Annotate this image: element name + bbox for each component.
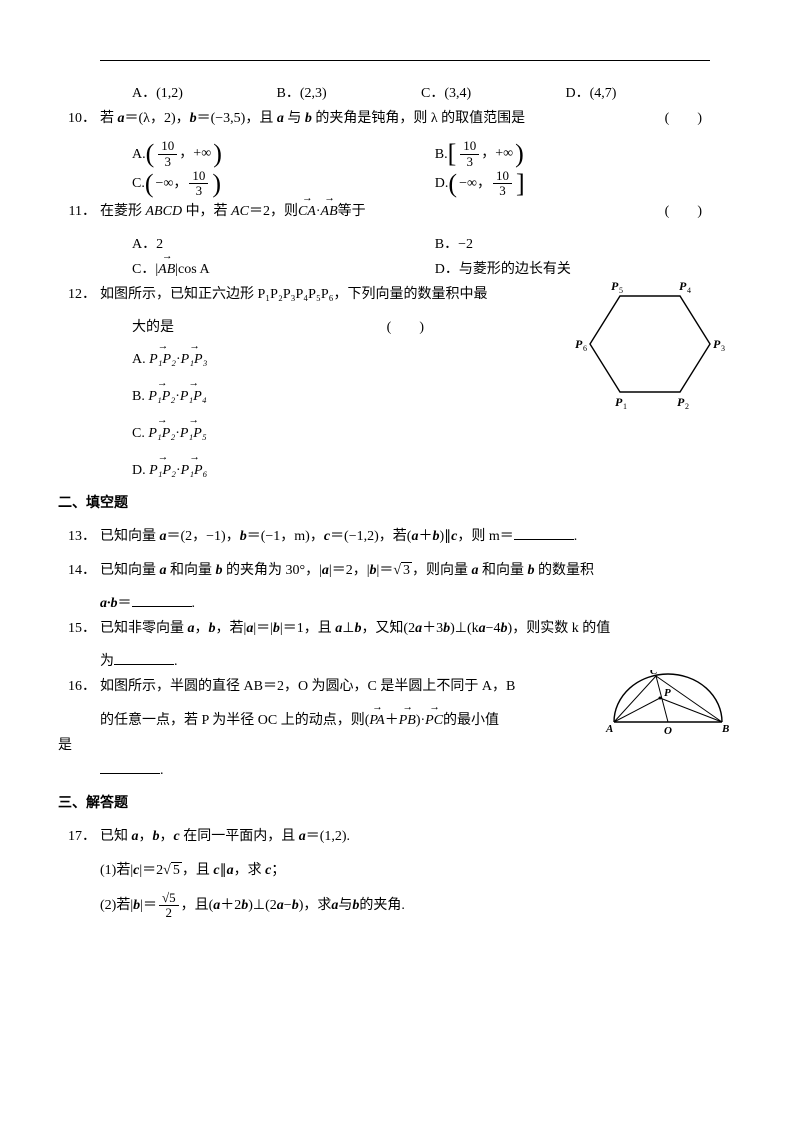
q12-stem-l2: 大的是 (132, 320, 174, 335)
q14-blank (132, 593, 192, 607)
q15-stem: 已知非零向量 a，b，若|a|＝|b|＝1，且 a⊥b，又知(2a＋3b)⊥(k… (100, 621, 610, 636)
hexagon-figure: P1 P2 P3 P4 P5 P6 (570, 274, 730, 414)
q10: 10． 若 a＝(λ，2)，b＝(−3,5)，且 a 与 b 的夹角是钝角，则 … (100, 106, 710, 131)
q12-stem-l1: 如图所示，已知正六边形 P₁P₂P₃P₄P₅P₆，下列向量的数量积中最 (100, 287, 488, 302)
q11: 11． 在菱形 ABCD 中，若 AC＝2，则CA·AB等于 ( ) (100, 199, 710, 224)
svg-text:P: P (575, 337, 583, 351)
q11-opt-c: C．|AB|cos A (132, 257, 435, 282)
svg-text:P: P (679, 279, 687, 293)
q10-num: 10． (58, 106, 96, 131)
svg-text:1: 1 (623, 402, 627, 411)
svg-text:6: 6 (583, 344, 587, 353)
section3-head: 三、解答题 (58, 791, 710, 816)
svg-text:P: P (615, 395, 623, 409)
svg-text:C: C (650, 670, 658, 677)
svg-text:B: B (721, 723, 729, 735)
q13-stem: 已知向量 a＝(2，−1)，b＝(−1，m)，c＝(−1,2)，若(a＋b)∥c… (100, 529, 577, 544)
q10-opts-row1: A. (103，+∞) B. [103，+∞) (132, 139, 710, 169)
q17-stem: 已知 a，b，c 在同一平面内，且 a＝(1,2). (100, 829, 350, 844)
q16-blank (100, 760, 160, 774)
q14-num: 14． (58, 558, 96, 583)
q17-p1: (1)若|c|＝25，且 c∥a，求 c； (100, 858, 710, 883)
q12-opt-c: C. P₁P₂·P₁P₅ (132, 421, 710, 446)
q10-opt-d: D. (−∞，103] (435, 169, 710, 199)
q12-opt-d: D. P₁P₂·P₁P₆ (132, 458, 710, 483)
q11-opt-b: B．−2 (435, 232, 710, 257)
svg-text:A: A (605, 723, 613, 735)
svg-text:P: P (664, 687, 671, 699)
q14: 14． 已知向量 a 和向量 b 的夹角为 30°，|a|＝2，|b|＝3，则向… (100, 558, 710, 583)
q9-opt-a: A．(1,2) (132, 81, 277, 106)
q12: 12． 如图所示，已知正六边形 P₁P₂P₃P₄P₅P₆，下列向量的数量积中最 … (100, 282, 710, 307)
q9-options: A．(1,2) B．(2,3) C．(3,4) D．(4,7) (132, 81, 710, 106)
q15-num: 15． (58, 616, 96, 641)
q16: 16． 如图所示，半圆的直径 AB＝2，O 为圆心，C 是半圆上不同于 A，B … (100, 674, 710, 699)
svg-text:P: P (713, 337, 721, 351)
q17-p2: (2)若|b|＝√52，且(a＋2b)⊥(2a−b)，求 a 与 b 的夹角. (100, 891, 710, 921)
svg-text:P: P (611, 279, 619, 293)
q10-opt-b: B. [103，+∞) (435, 139, 710, 169)
vec-ca: CA (298, 199, 316, 224)
semicircle-figure: A B O C P (604, 670, 734, 740)
q17: 17． 已知 a，b，c 在同一平面内，且 a＝(1,2). (100, 824, 710, 849)
q16-l1: 如图所示，半圆的直径 AB＝2，O 为圆心，C 是半圆上不同于 A，B (100, 679, 515, 694)
svg-text:4: 4 (687, 286, 691, 295)
q14-stem: 已知向量 a 和向量 b 的夹角为 30°，|a|＝2，|b|＝3，则向量 a … (100, 563, 594, 578)
q15-blank (114, 651, 174, 665)
q11-opt-a: A．2 (132, 232, 435, 257)
q9-opt-b: B．(2,3) (277, 81, 422, 106)
q11-stem: 在菱形 ABCD 中，若 AC＝2，则CA·AB等于 (100, 204, 366, 219)
q16-num: 16． (58, 674, 96, 699)
q17-num: 17． (58, 824, 96, 849)
svg-text:O: O (664, 725, 672, 737)
q11-paren: ( ) (665, 199, 702, 224)
vec-ab: AB (321, 199, 338, 224)
q10-opt-c: C. (−∞，103) (132, 169, 435, 199)
q12-paren: ( ) (387, 315, 424, 340)
svg-text:5: 5 (619, 286, 623, 295)
q12-num: 12． (58, 282, 96, 307)
q10-paren: ( ) (665, 106, 702, 131)
top-rule (100, 60, 710, 61)
svg-text:2: 2 (685, 402, 689, 411)
q16-blank-row: . (100, 758, 710, 783)
svg-text:P: P (677, 395, 685, 409)
svg-text:3: 3 (721, 344, 725, 353)
q13-blank (514, 526, 574, 540)
q11-num: 11． (58, 199, 96, 224)
q12-stem-l2-row: 大的是 ( ) (132, 315, 432, 340)
q9-opt-c: C．(3,4) (421, 81, 566, 106)
section2-head: 二、填空题 (58, 491, 710, 516)
q9-opt-d: D．(4,7) (566, 81, 711, 106)
q13: 13． 已知向量 a＝(2，−1)，b＝(−1，m)，c＝(−1,2)，若(a＋… (100, 524, 710, 549)
q15: 15． 已知非零向量 a，b，若|a|＝|b|＝1，且 a⊥b，又知(2a＋3b… (100, 616, 710, 641)
q10-opts-row2: C. (−∞，103) D. (−∞，103] (132, 169, 710, 199)
q14-line2: a·b＝. (100, 591, 710, 616)
q13-num: 13． (58, 524, 96, 549)
q10-stem: 若 a＝(λ，2)，b＝(−3,5)，且 a 与 b 的夹角是钝角，则 λ 的取… (100, 111, 525, 126)
q10-opt-a: A. (103，+∞) (132, 139, 435, 169)
q11-opts-row1: A．2 B．−2 (132, 232, 710, 257)
